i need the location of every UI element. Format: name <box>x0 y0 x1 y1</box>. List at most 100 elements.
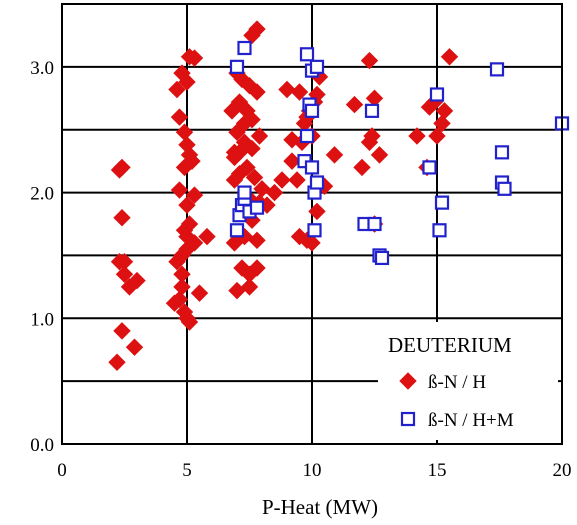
legend-marker-bn-h <box>399 372 417 390</box>
data-point-bn-hm <box>229 223 245 238</box>
data-point-bn-h <box>170 290 189 309</box>
data-point-bn-h <box>435 102 454 120</box>
data-point-bn-h <box>173 265 191 283</box>
y-tick-label: 1.0 <box>30 309 54 330</box>
data-point-bn-h <box>175 123 194 141</box>
data-point-bn-h <box>440 48 459 66</box>
legend-label-bn-h: ß-N / H <box>428 372 486 393</box>
plot-frame <box>61 3 563 445</box>
data-point-bn-h <box>278 80 296 99</box>
data-point-bn-h <box>253 180 271 198</box>
data-point-bn-h <box>225 143 244 162</box>
data-point-bn-h <box>245 168 264 187</box>
data-point-bn-hm <box>494 145 510 160</box>
data-point-bn-h <box>265 183 284 202</box>
data-point-bn-hm <box>367 216 382 232</box>
data-point-bn-h <box>183 152 201 170</box>
data-point-bn-h <box>178 227 196 246</box>
data-point-bn-hm <box>309 59 325 74</box>
data-point-bn-h <box>113 322 131 340</box>
data-point-bn-h <box>228 281 246 300</box>
data-point-bn-h <box>303 234 321 252</box>
data-point-bn-h <box>128 271 146 290</box>
data-point-bn-h <box>248 20 266 38</box>
data-point-bn-h <box>408 127 426 145</box>
data-point-bn-hm <box>309 175 325 190</box>
data-point-bn-h <box>345 95 364 114</box>
data-point-bn-h <box>170 108 189 126</box>
data-point-bn-h <box>273 171 291 189</box>
data-point-bn-h <box>248 259 266 277</box>
data-point-bn-h <box>113 209 131 227</box>
data-point-bn-hm <box>229 59 245 74</box>
data-point-bn-hm <box>374 250 390 266</box>
x-tick-label: 5 <box>182 460 192 481</box>
data-point-bn-h <box>115 253 134 271</box>
legend: DEUTERIUM ß-N / H ß-N / H+M <box>378 322 558 440</box>
data-point-bn-h <box>325 146 344 164</box>
data-point-bn-hm <box>434 195 450 210</box>
data-point-bn-h <box>243 139 261 158</box>
legend-diamond-marker <box>399 372 417 390</box>
data-point-bn-h <box>250 127 269 145</box>
x-tick-label: 15 <box>428 460 447 481</box>
data-point-bn-h <box>370 146 389 164</box>
data-point-bn-h <box>363 127 381 145</box>
x-tick-label: 10 <box>303 460 322 481</box>
legend-marker-bn-hm <box>400 411 416 427</box>
data-point-bn-h <box>240 278 259 296</box>
legend-label-bn-hm: ß-N / H+M <box>428 410 514 431</box>
data-point-bn-h <box>113 158 131 177</box>
data-point-bn-h <box>108 353 126 371</box>
data-point-bn-h <box>290 83 309 101</box>
y-tick-label: 2.0 <box>30 184 54 205</box>
data-point-bn-h <box>170 181 189 199</box>
data-point-bn-h <box>353 158 371 177</box>
data-point-bn-h <box>283 152 301 170</box>
data-point-bn-hm <box>304 103 320 118</box>
x-axis-title: P-Heat (MW) <box>262 495 378 519</box>
data-point-bn-h <box>190 284 209 302</box>
data-point-bn-h <box>288 171 306 189</box>
data-point-bn-h <box>180 313 199 331</box>
data-point-bn-hm <box>237 40 252 56</box>
data-point-bn-hm <box>299 128 315 144</box>
data-point-bn-h <box>248 231 266 250</box>
data-point-bn-hm <box>429 87 445 102</box>
tick-labels: 0 5 10 15 20 0.0 1.0 2.0 3.0 <box>30 58 571 481</box>
x-tick-label: 20 <box>553 460 572 481</box>
data-point-bn-hm <box>299 47 315 62</box>
legend-square-marker <box>400 411 416 427</box>
data-point-bn-h <box>178 136 196 154</box>
data-point-bn-h <box>308 202 326 221</box>
data-point-bn-hm <box>497 181 512 196</box>
data-point-bn-h <box>178 196 196 214</box>
data-point-bn-hm <box>304 160 320 175</box>
data-point-bn-h <box>248 83 266 101</box>
data-point-bn-hm <box>237 185 252 200</box>
data-point-bn-hm <box>249 200 265 215</box>
x-tick-label: 0 <box>57 460 67 481</box>
data-point-bn-h <box>428 127 446 145</box>
data-point-bn-h <box>185 186 204 204</box>
data-point-bn-hm <box>422 160 437 175</box>
data-point-bn-h <box>238 158 256 177</box>
y-tick-label: 0.0 <box>30 435 54 456</box>
data-point-bn-h <box>115 265 134 283</box>
data-point-bn-h <box>125 338 144 356</box>
data-point-bn-h <box>178 73 196 91</box>
data-point-bn-h <box>198 227 216 246</box>
data-point-bn-hm <box>432 223 447 238</box>
data-point-bn-h <box>238 102 256 120</box>
data-point-bn-h <box>185 49 204 67</box>
data-point-bn-h <box>168 80 186 99</box>
data-point-bn-hm <box>364 103 380 118</box>
data-point-bn-hm <box>307 223 322 238</box>
data-point-bn-hm <box>489 62 505 77</box>
data-point-bn-h <box>360 51 379 70</box>
y-tick-label: 3.0 <box>30 58 54 79</box>
data-point-bn-h <box>173 278 191 296</box>
data-points <box>108 20 570 371</box>
data-point-bn-h <box>433 114 451 133</box>
